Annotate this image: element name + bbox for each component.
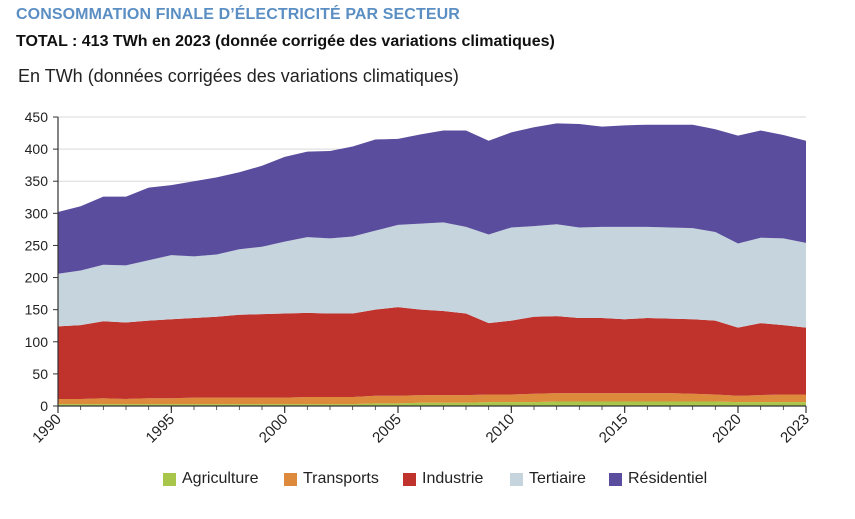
- y-tick-label: 250: [25, 237, 49, 253]
- y-tick-label: 200: [25, 270, 49, 286]
- area-series-residentiel: [58, 123, 806, 274]
- legend-item-residentiel: Résidentiel: [609, 468, 707, 490]
- area-series-group: [58, 123, 806, 406]
- legend-swatch: [403, 472, 416, 486]
- y-tick-label: 300: [25, 205, 49, 221]
- legend-label: Transports: [303, 470, 379, 487]
- y-tick-label: 0: [40, 398, 48, 414]
- y-tick-label: 50: [32, 366, 48, 382]
- legend: Agriculture Transports Industrie Tertiaire R…: [0, 468, 855, 492]
- y-tick-label: 450: [25, 109, 49, 125]
- area-series-agriculture: [58, 401, 806, 406]
- x-tick-label: 2015: [596, 411, 632, 447]
- x-axis-ticks: 1990 1995 2000 2005 2010 2015 2020 2023: [29, 406, 813, 446]
- legend-label: Résidentiel: [628, 470, 708, 487]
- legend-label: Tertiaire: [529, 470, 586, 487]
- unit-label: En TWh (données corrigées des variations…: [18, 66, 459, 86]
- legend-swatch: [284, 472, 297, 486]
- legend-swatch: [609, 472, 622, 486]
- chart-title: CONSOMMATION FINALE D’ÉLECTRICITÉ PAR SE…: [16, 6, 460, 23]
- area-series-transports: [58, 393, 806, 405]
- y-tick-label: 400: [25, 141, 49, 157]
- legend-label: Agriculture: [182, 470, 259, 487]
- x-tick-label: 2020: [709, 411, 745, 447]
- x-tick-label: 2000: [256, 411, 292, 447]
- legend-label: Industrie: [422, 470, 484, 487]
- legend-swatch: [510, 472, 523, 486]
- x-tick-label: 2005: [369, 411, 405, 447]
- area-series-tertiaire: [58, 222, 806, 328]
- y-axis-ticks: 0 50 100 150 200 250 300 350 400 450: [25, 109, 58, 414]
- axes: [57, 117, 806, 407]
- legend-item-industrie: Industrie: [403, 468, 483, 490]
- x-tick-label: 2023: [777, 411, 813, 447]
- x-tick-label: 1995: [143, 411, 179, 447]
- legend-swatch: [163, 472, 176, 486]
- x-tick-label: 2010: [483, 411, 519, 447]
- legend-item-agriculture: Agriculture: [163, 468, 258, 490]
- area-series-industrie: [58, 307, 806, 399]
- y-tick-label: 100: [25, 334, 49, 350]
- y-tick-label: 150: [25, 302, 49, 318]
- legend-item-transports: Transports: [284, 468, 379, 490]
- legend-item-tertiaire: Tertiaire: [510, 468, 586, 490]
- y-tick-label: 350: [25, 173, 49, 189]
- x-tick-label: 1990: [29, 411, 65, 447]
- chart-subtitle: TOTAL : 413 TWh en 2023 (donnée corrigée…: [16, 33, 555, 50]
